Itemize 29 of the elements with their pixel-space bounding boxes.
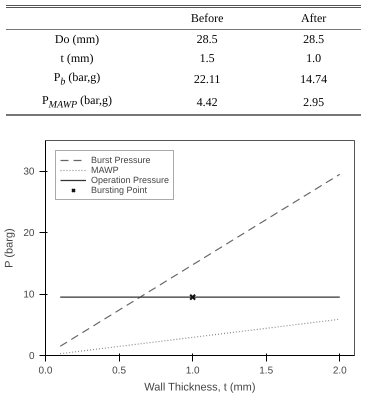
legend-label: Operation Pressure xyxy=(91,175,170,185)
category-label: Before xyxy=(190,10,224,27)
y-tick-label: 30 xyxy=(23,166,35,178)
text: 1.0 xyxy=(306,51,322,66)
x-tick-label: 1.5 xyxy=(259,366,274,376)
text: 14.74 xyxy=(300,72,328,86)
x-tick-label: 0.5 xyxy=(112,366,126,376)
text: 1.5 xyxy=(200,51,215,66)
text: 28.5 xyxy=(196,32,218,46)
category-label: P$_{b}$ (bar,g) xyxy=(54,70,100,88)
category-label: After xyxy=(300,10,328,27)
legend-label: MAWP xyxy=(91,165,119,175)
y-tick-label: 10 xyxy=(23,290,35,301)
text: 2.95 xyxy=(303,94,324,109)
category-label: t (mm) xyxy=(60,51,94,66)
x-axis-title: Wall Thickness, t (mm) xyxy=(144,382,256,393)
x-tick-label: 2.0 xyxy=(332,366,348,376)
x-tick-label: 0.0 xyxy=(38,366,53,376)
text: 4.42 xyxy=(196,94,218,109)
legend-label: Bursting Point xyxy=(91,185,148,195)
x-tick-label: 1.0 xyxy=(186,366,200,376)
category-label: P$_{MAWP}$ (bar,g) xyxy=(42,93,112,110)
text: 22.11 xyxy=(194,72,220,86)
y-axis-title: P (barg) xyxy=(3,228,16,268)
text: 28.5 xyxy=(303,32,324,46)
y-tick-label: 0 xyxy=(28,351,35,362)
legend-label: Burst Pressure xyxy=(91,155,151,165)
y-tick-label: 20 xyxy=(23,228,35,240)
category-label: Do (mm) xyxy=(54,32,100,46)
